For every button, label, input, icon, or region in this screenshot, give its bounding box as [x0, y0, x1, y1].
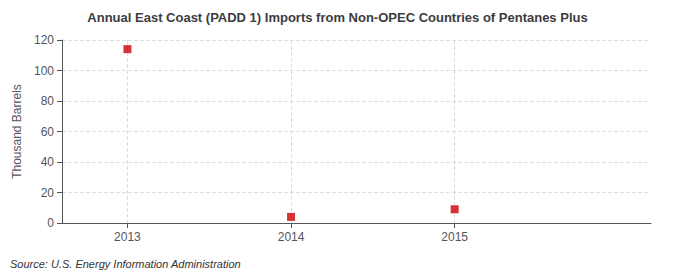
svg-text:40: 40	[41, 155, 55, 169]
svg-text:Source: U.S. Energy Informatio: Source: U.S. Energy Information Administ…	[10, 258, 241, 270]
svg-text:2015: 2015	[441, 230, 468, 244]
svg-text:0: 0	[47, 216, 54, 230]
svg-text:120: 120	[34, 33, 54, 47]
svg-text:100: 100	[34, 64, 54, 78]
svg-text:Thousand Barrels: Thousand Barrels	[10, 84, 24, 179]
svg-text:60: 60	[41, 125, 55, 139]
svg-text:2014: 2014	[278, 230, 305, 244]
svg-text:80: 80	[41, 94, 55, 108]
svg-text:2013: 2013	[114, 230, 141, 244]
svg-text:Annual East Coast (PADD 1) Imp: Annual East Coast (PADD 1) Imports from …	[87, 10, 587, 25]
svg-text:20: 20	[41, 186, 55, 200]
